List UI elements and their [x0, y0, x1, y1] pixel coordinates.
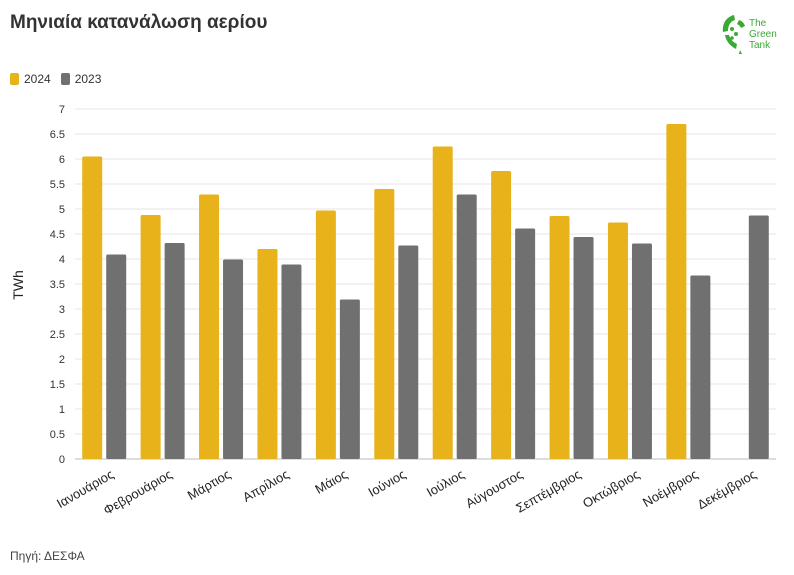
legend-item-2023[interactable]: 2023: [60, 72, 102, 86]
bar-2023-9: [573, 237, 594, 459]
y-tick-label: 0: [59, 454, 65, 466]
y-tick-label: 6: [59, 154, 65, 166]
bar-2024-8: [491, 171, 512, 459]
legend: 2024 2023: [10, 72, 101, 86]
logo-word-green: Green: [749, 29, 777, 40]
logo-word-the: The: [749, 18, 767, 29]
x-tick-label: Μάιος: [312, 466, 350, 496]
x-tick-label: Ιούλιος: [424, 466, 467, 499]
x-tick-label: Νοέμβριος: [640, 466, 700, 510]
y-tick-label: 6.5: [50, 129, 65, 141]
bar-2024-9: [549, 216, 570, 459]
bar-2023-12: [748, 215, 769, 459]
bar-2023-5: [339, 299, 360, 459]
y-tick-label: 1: [59, 404, 65, 416]
bar-2023-11: [690, 275, 711, 459]
legend-item-2024[interactable]: 2024: [10, 72, 51, 86]
y-tick-label: 5: [59, 204, 65, 216]
bar-2023-6: [398, 245, 419, 459]
x-tick-label: Μάρτιος: [185, 466, 233, 503]
source-note: Πηγή: ΔΕΣΦΑ: [10, 549, 85, 563]
x-tick-label: Σεπτέμβριος: [513, 466, 583, 515]
bar-2024-6: [374, 189, 395, 459]
bar-2023-8: [515, 228, 536, 459]
bar-2024-2: [140, 215, 161, 459]
bar-2024-3: [199, 194, 220, 459]
y-tick-label: 3.5: [50, 279, 65, 291]
bar-2023-3: [223, 259, 244, 459]
x-tick-label: Απρίλιος: [240, 466, 292, 504]
bar-2023-2: [164, 243, 185, 459]
bar-2024-5: [315, 210, 336, 459]
bar-2024-1: [82, 156, 103, 459]
y-tick-label: 4.5: [50, 229, 65, 241]
leaf-icon: [722, 15, 745, 54]
y-tick-label: 7: [59, 104, 65, 116]
y-tick-label: 2.5: [50, 329, 65, 341]
chart-title: Μηνιαία κατανάλωση αερίου: [10, 12, 268, 33]
green-tank-logo: The Green Tank: [719, 12, 789, 56]
legend-label-2024: 2024: [24, 72, 51, 86]
y-tick-label: 2: [59, 354, 65, 366]
x-tick-label: Δεκέμβριος: [695, 466, 759, 512]
y-tick-label: 5.5: [50, 179, 65, 191]
bar-2024-7: [432, 146, 453, 459]
logo-word-tank: Tank: [749, 40, 771, 51]
bar-2024-11: [666, 124, 687, 459]
bar-2023-1: [106, 254, 127, 459]
logo-text: The Green Tank: [749, 18, 777, 51]
bar-2023-7: [456, 194, 477, 459]
x-tick-label: Ιούνιος: [365, 466, 408, 499]
y-tick-label: 0.5: [50, 429, 65, 441]
y-tick-label: 4: [59, 254, 65, 266]
y-tick-label: 1.5: [50, 379, 65, 391]
legend-swatch-2024: [10, 73, 19, 85]
bar-2023-10: [631, 243, 652, 459]
bar-2024-4: [257, 249, 278, 459]
x-tick-label: Οκτώβριος: [580, 466, 642, 510]
bar-2023-4: [281, 264, 302, 459]
legend-swatch-2023: [60, 73, 70, 85]
y-tick-label: 3: [59, 304, 65, 316]
bar-2024-10: [607, 222, 628, 459]
legend-label-2023: 2023: [74, 72, 102, 86]
